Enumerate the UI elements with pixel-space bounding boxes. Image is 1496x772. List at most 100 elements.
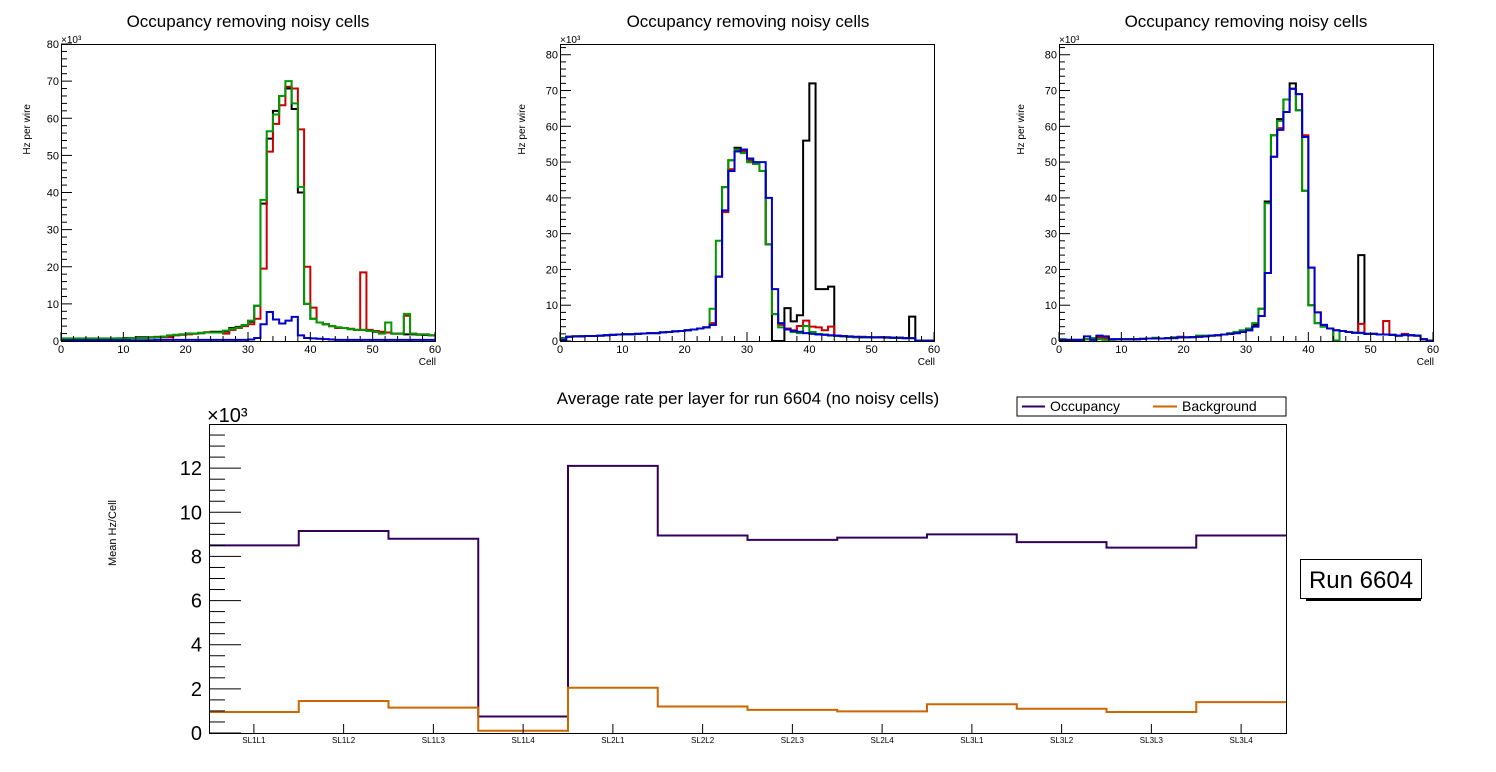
y-tick-label: 50 [546, 157, 558, 169]
panel-2-ylabel: Hz per wire [517, 104, 528, 155]
y-tick-label: 4 [191, 635, 202, 657]
x-category-label: SL3L1 [960, 736, 984, 745]
panel-3-ylabel: Hz per wire [1016, 104, 1027, 155]
x-tick-label: 20 [1178, 344, 1190, 356]
panel-2-multiplier: ×10³ [560, 35, 581, 46]
plot-frame [560, 44, 935, 342]
y-tick-label: 0 [53, 336, 59, 348]
y-tick-label: 50 [1045, 157, 1057, 169]
y-tick-label: 70 [1045, 86, 1057, 98]
x-tick-label: 40 [803, 344, 815, 356]
series-blue-line [560, 148, 934, 342]
series-green-line [560, 148, 934, 342]
series-red-line [560, 150, 934, 342]
y-tick-label: 12 [180, 458, 202, 480]
y-tick-label: 30 [546, 229, 558, 241]
y-tick-label: 80 [1045, 50, 1057, 62]
run-annotation-text: Run 6604 [1309, 567, 1413, 594]
x-category-label: SL1L4 [512, 736, 536, 745]
y-tick-label: 30 [1045, 229, 1057, 241]
x-tick-label: 0 [1056, 344, 1062, 356]
y-tick-label: 50 [47, 150, 59, 162]
histogram-panel-1: Occupancy removing noisy cells Hz per wi… [22, 12, 441, 368]
x-tick-label: 20 [679, 344, 691, 356]
run-annotation: Run 6604 [1300, 559, 1422, 601]
series-red-line [1059, 87, 1433, 342]
x-tick-label: 30 [242, 344, 254, 356]
x-tick-label: 10 [117, 344, 129, 356]
y-tick-label: 0 [552, 336, 558, 348]
plot-frame [1059, 44, 1434, 342]
y-tick-label: 70 [47, 76, 59, 88]
x-tick-label: 60 [1427, 344, 1439, 356]
legend-background-label: Background [1182, 398, 1257, 414]
y-tick-label: 60 [546, 121, 558, 133]
y-tick-label: 8 [191, 546, 202, 568]
x-tick-label: 10 [1115, 344, 1127, 356]
y-tick-label: 70 [546, 86, 558, 98]
x-tick-label: 10 [616, 344, 628, 356]
histogram-panel-3: Occupancy removing noisy cells Hz per wi… [1016, 12, 1439, 368]
series-black-line [560, 82, 934, 342]
y-tick-label: 60 [47, 113, 59, 125]
x-category-label: SL1L3 [422, 736, 446, 745]
x-category-label: SL3L4 [1230, 736, 1254, 745]
x-category-label: SL3L2 [1050, 736, 1074, 745]
x-tick-label: 20 [180, 344, 192, 356]
panel-1-xlabel: Cell [419, 357, 436, 368]
y-tick-label: 80 [47, 39, 59, 51]
x-category-label: SL2L2 [691, 736, 715, 745]
y-tick-label: 10 [546, 300, 558, 312]
y-tick-label: 80 [546, 50, 558, 62]
x-tick-label: 0 [58, 344, 64, 356]
x-tick-label: 50 [367, 344, 379, 356]
series-blue-line [61, 311, 435, 342]
panel-1-ylabel: Hz per wire [22, 104, 33, 155]
y-tick-label: 30 [47, 225, 59, 237]
y-tick-label: 60 [1045, 121, 1057, 133]
x-tick-label: 40 [1302, 344, 1314, 356]
x-tick-label: 50 [1365, 344, 1377, 356]
x-tick-label: 60 [429, 344, 441, 356]
layer-rate-panel: Average rate per layer for run 6604 (no … [107, 389, 1422, 745]
series-black-line [61, 87, 435, 341]
y-tick-label: 0 [191, 723, 202, 745]
layer-rate-title: Average rate per layer for run 6604 (no … [557, 389, 939, 408]
panel-2-xlabel: Cell [918, 357, 935, 368]
run-annotation-box [1300, 559, 1422, 599]
x-category-label: SL1L2 [332, 736, 356, 745]
x-category-label: SL2L4 [871, 736, 895, 745]
x-tick-label: 60 [928, 344, 940, 356]
panel-1-multiplier: ×10³ [61, 35, 82, 46]
panel-3-multiplier: ×10³ [1059, 35, 1080, 46]
panel-2-title: Occupancy removing noisy cells [627, 12, 870, 31]
legend-occupancy-label: Occupancy [1050, 398, 1120, 414]
y-tick-label: 20 [47, 262, 59, 274]
plot-frame [61, 44, 436, 342]
series-occupancy-line [209, 464, 1286, 718]
legend-box [1016, 396, 1287, 417]
histogram-panel-2: Occupancy removing noisy cells Hz per wi… [517, 12, 940, 368]
series-blue-line [1059, 87, 1433, 342]
x-tick-label: 30 [741, 344, 753, 356]
y-tick-label: 2 [191, 679, 202, 701]
legend: Occupancy Background [1016, 396, 1287, 417]
series-red-line [61, 85, 435, 341]
x-category-label: SL1L1 [242, 736, 266, 745]
x-category-label: SL2L1 [601, 736, 625, 745]
x-tick-label: 30 [1240, 344, 1252, 356]
y-tick-label: 20 [546, 264, 558, 276]
y-tick-label: 6 [191, 591, 202, 613]
panel-1-title: Occupancy removing noisy cells [127, 12, 370, 31]
y-tick-label: 0 [1051, 336, 1057, 348]
x-tick-label: 40 [304, 344, 316, 356]
y-tick-label: 40 [546, 193, 558, 205]
layer-rate-ylabel: Mean Hz/Cell [107, 500, 119, 566]
series-black-line [1059, 82, 1433, 342]
series-green-line [1059, 87, 1433, 342]
series-green-line [61, 80, 435, 340]
y-tick-label: 10 [1045, 300, 1057, 312]
y-tick-label: 40 [1045, 193, 1057, 205]
panel-3-title: Occupancy removing noisy cells [1125, 12, 1368, 31]
